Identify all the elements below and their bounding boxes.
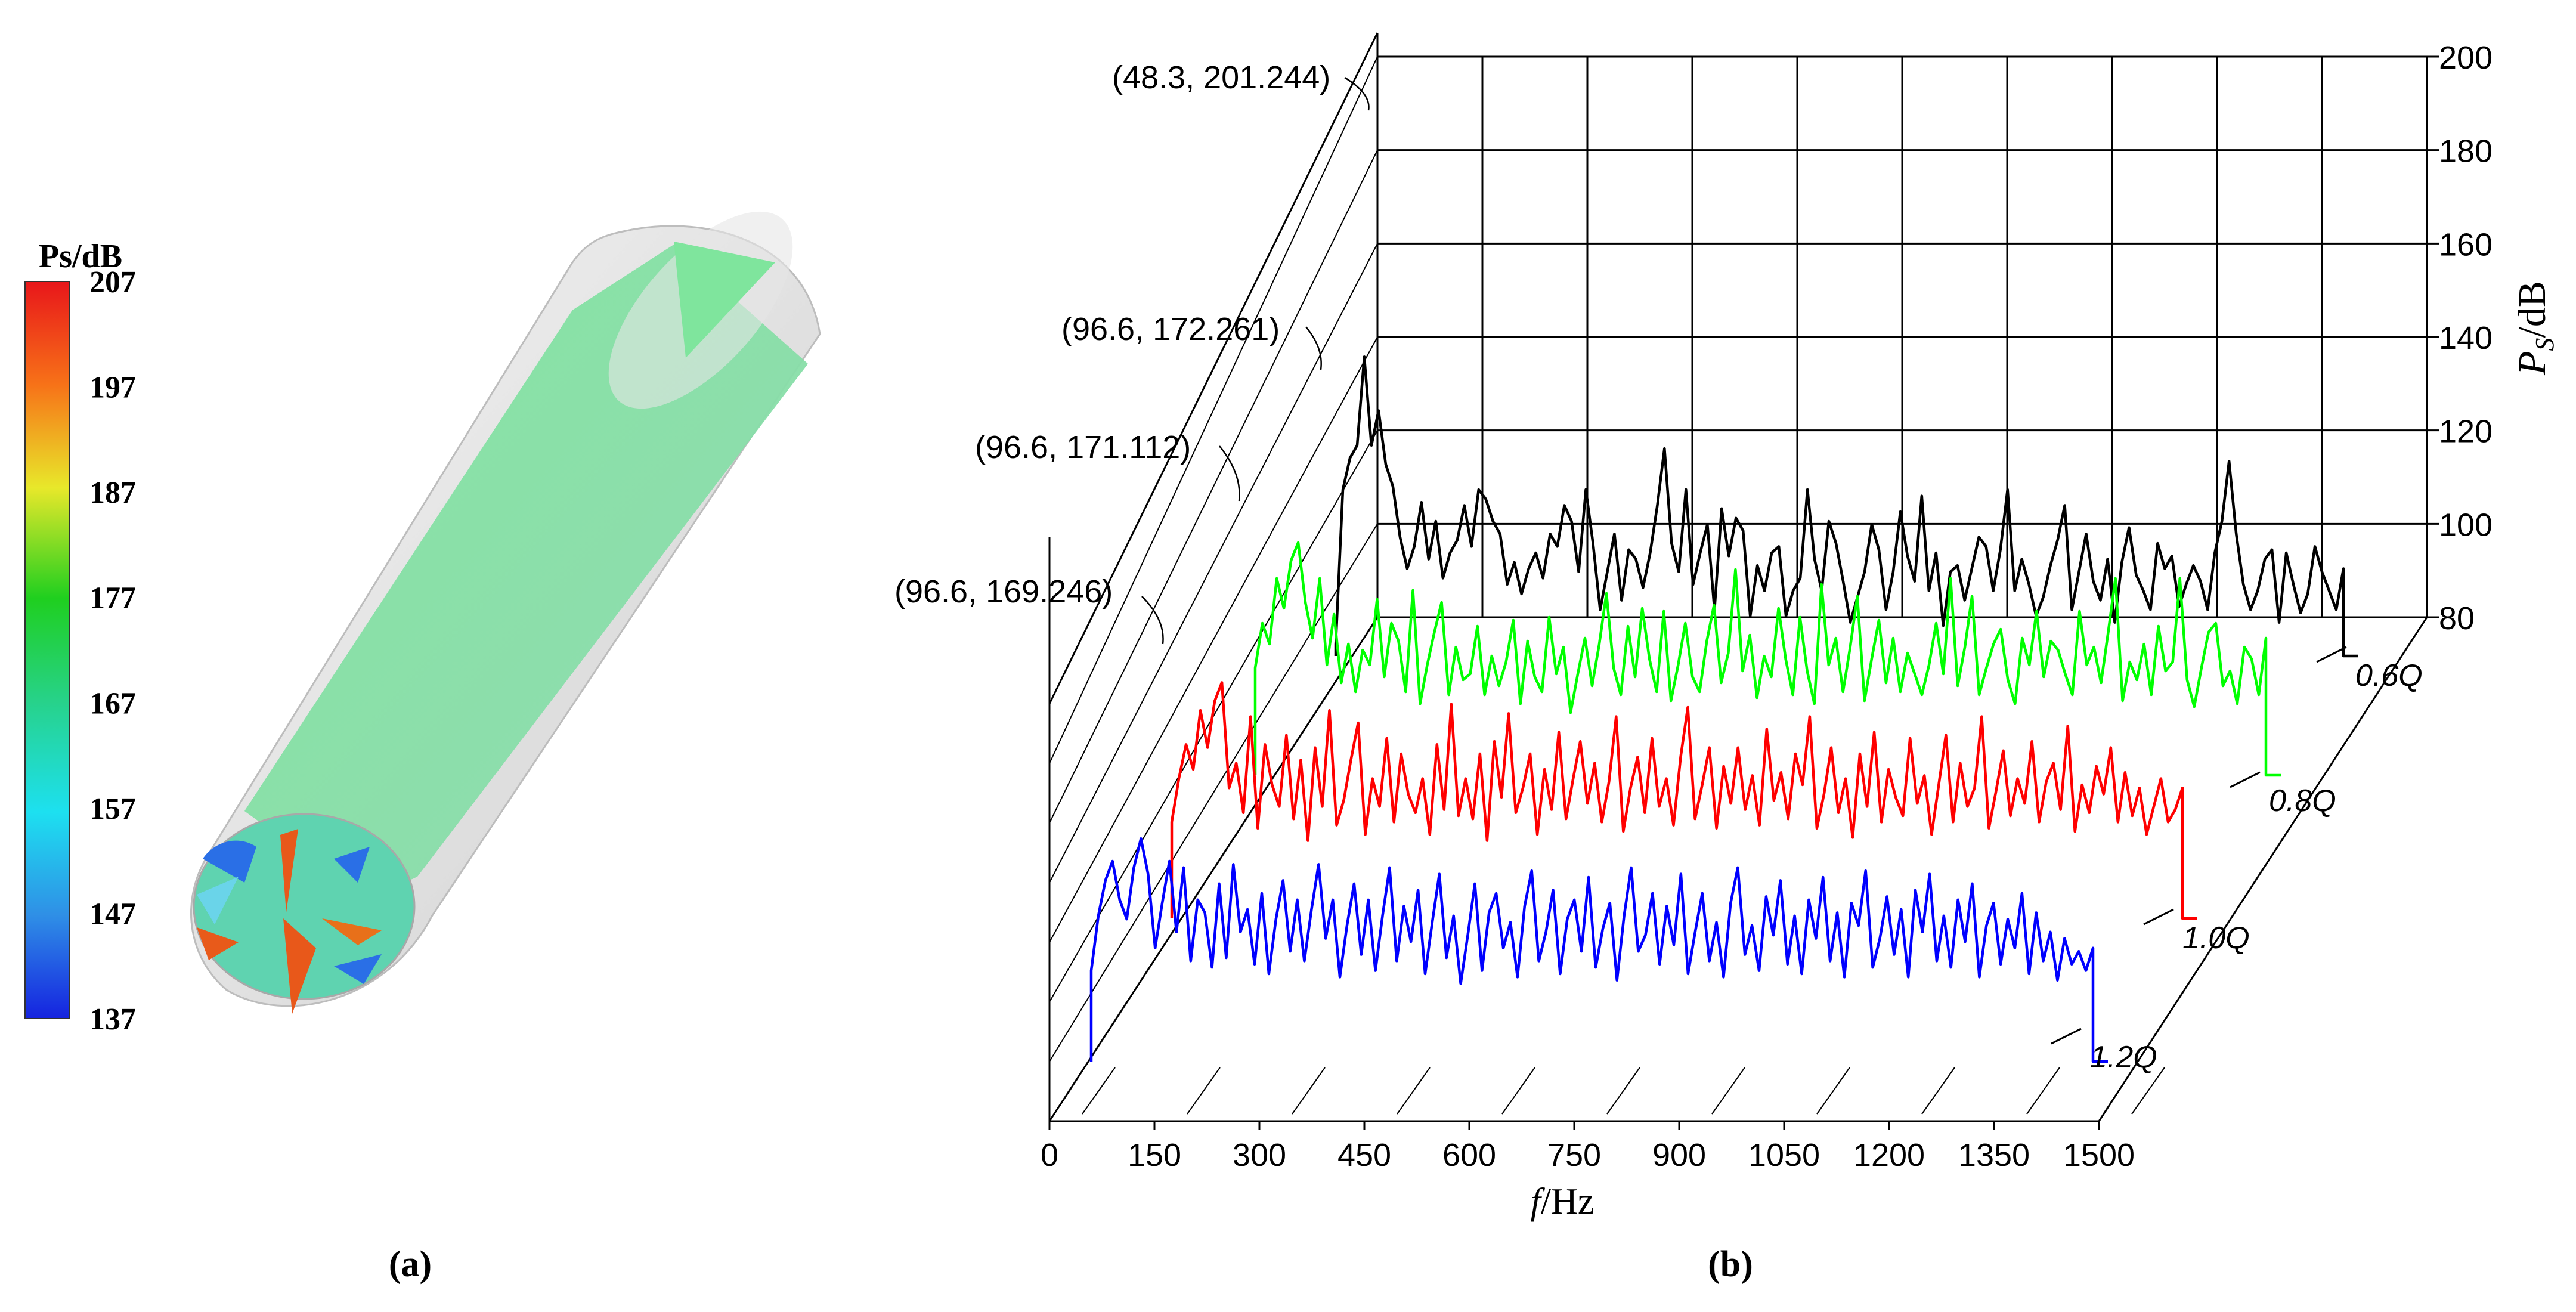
peak-annotation-label: (96.6, 172.261) bbox=[1061, 311, 1280, 347]
floor-hatch bbox=[1921, 1067, 1955, 1115]
spectrum-series bbox=[1089, 355, 2358, 1063]
depth-axis-ticks: 0.6Q 0.8Q 1.0Q 1.2Q bbox=[2051, 646, 2423, 1075]
colorbar-tick-label: 187 bbox=[89, 476, 136, 510]
peak-annotation-leader bbox=[1305, 326, 1322, 370]
x-tick-label: 450 bbox=[1337, 1137, 1391, 1173]
colorbar-tick-label: 207 bbox=[89, 265, 136, 299]
floor-hatch bbox=[2026, 1067, 2060, 1115]
peak-annotation-label: (96.6, 171.112) bbox=[975, 429, 1191, 465]
x-tick-label: 150 bbox=[1128, 1137, 1181, 1173]
floor-hatch bbox=[2131, 1067, 2165, 1115]
left-wall-edge bbox=[1048, 617, 1379, 1122]
colorbar-tick-label: 197 bbox=[89, 371, 136, 405]
peak-annotation-leader bbox=[1141, 596, 1164, 645]
depth-tick-mark bbox=[2230, 771, 2261, 788]
y-tick-label: 200 bbox=[2439, 40, 2493, 76]
left-wall-edge bbox=[1048, 32, 1379, 704]
left-wall-gridline bbox=[1049, 243, 1378, 883]
plot-frame bbox=[1048, 32, 2428, 1122]
colorbar-tick-label: 177 bbox=[89, 581, 136, 615]
x-tick-label: 750 bbox=[1547, 1137, 1601, 1173]
pipe-front-face bbox=[193, 813, 416, 1014]
floor-hatch bbox=[1711, 1067, 1745, 1115]
floor-hatch bbox=[1606, 1067, 1640, 1115]
y-tick-label: 120 bbox=[2439, 414, 2493, 450]
y-axis-ticks: 80 100 120 140 160 180 200 bbox=[2427, 40, 2493, 636]
floor-hatch bbox=[1501, 1067, 1535, 1115]
panel-b-label: (b) bbox=[1708, 1244, 1753, 1285]
peak-annotations: (48.3, 201.244) (96.6, 172.261) (96.6, 171… bbox=[894, 60, 1370, 645]
peak-annotation-label: (48.3, 201.244) bbox=[1112, 60, 1330, 95]
pipe-top-notch bbox=[674, 242, 775, 358]
depth-tick-mark bbox=[2143, 908, 2174, 926]
x-tick-label: 1500 bbox=[2063, 1137, 2135, 1173]
floor-hatch bbox=[1292, 1067, 1326, 1115]
colorbar-tick-label: 147 bbox=[89, 897, 136, 931]
y-tick-label: 100 bbox=[2439, 507, 2493, 543]
x-tick-label: 0 bbox=[1041, 1137, 1058, 1173]
panel-a: Ps/dB 207 197 187 177 167 157 147 137 (a) bbox=[24, 211, 821, 1285]
x-tick-label: 1350 bbox=[1958, 1137, 2030, 1173]
left-wall-gridline bbox=[1049, 56, 1378, 764]
series-line-1.2Q bbox=[1089, 837, 2108, 1063]
panel-b: 0 150 300 450 600 750 900 1050 1200 1350 1500 80 10… bbox=[894, 32, 2559, 1285]
y-tick-label: 180 bbox=[2439, 134, 2493, 169]
colorbar-tick-label: 137 bbox=[89, 1002, 136, 1036]
peak-annotation-label: (96.6, 169.246) bbox=[894, 574, 1113, 609]
floor-hatch bbox=[1397, 1067, 1431, 1115]
floor-hatch bbox=[1082, 1067, 1116, 1115]
x-tick-label: 1200 bbox=[1853, 1137, 1925, 1173]
y-tick-label: 140 bbox=[2439, 320, 2493, 356]
colorbar bbox=[24, 281, 70, 1019]
peak-annotation-leader bbox=[1344, 76, 1370, 111]
back-wall-grid bbox=[1049, 55, 2428, 1062]
colorbar-tick-label: 167 bbox=[89, 686, 136, 720]
x-tick-label: 300 bbox=[1233, 1137, 1286, 1173]
colorbar-ticks: 207 197 187 177 167 157 147 137 bbox=[89, 265, 136, 1036]
y-tick-label: 80 bbox=[2439, 601, 2475, 636]
x-tick-label: 1050 bbox=[1748, 1137, 1820, 1173]
x-axis-ticks: 0 150 300 450 600 750 900 1050 1200 1350 1500 bbox=[1041, 1067, 2165, 1173]
depth-tick-label: 0.8Q bbox=[2269, 784, 2336, 818]
series-line-1.0Q bbox=[1170, 681, 2197, 920]
depth-axis-line bbox=[2098, 617, 2428, 1122]
depth-tick-label: 0.6Q bbox=[2355, 658, 2423, 693]
panel-a-label: (a) bbox=[389, 1244, 432, 1285]
depth-tick-mark bbox=[2316, 646, 2347, 663]
floor-hatch bbox=[1816, 1067, 1850, 1115]
depth-tick-label: 1.0Q bbox=[2182, 921, 2250, 955]
pipe-inner-section bbox=[244, 245, 808, 887]
x-axis-title: f/Hz bbox=[1531, 1181, 1594, 1222]
depth-tick-mark bbox=[2051, 1028, 2082, 1045]
series-line-0.6Q bbox=[1334, 355, 2358, 658]
x-tick-label: 900 bbox=[1652, 1137, 1706, 1173]
peak-annotation-leader bbox=[1219, 445, 1240, 502]
series-line-0.8Q bbox=[1253, 541, 2281, 777]
colorbar-tick-label: 157 bbox=[89, 792, 136, 826]
floor-hatch bbox=[1187, 1067, 1221, 1115]
left-wall-gridline bbox=[1049, 336, 1378, 943]
x-tick-label: 600 bbox=[1442, 1137, 1496, 1173]
y-tick-label: 160 bbox=[2439, 227, 2493, 262]
colorbar-title: Ps/dB bbox=[39, 238, 122, 275]
y-axis-title: PS/dB bbox=[2510, 281, 2559, 376]
left-wall-gridline bbox=[1049, 150, 1378, 824]
depth-tick-label: 1.2Q bbox=[2090, 1040, 2157, 1075]
